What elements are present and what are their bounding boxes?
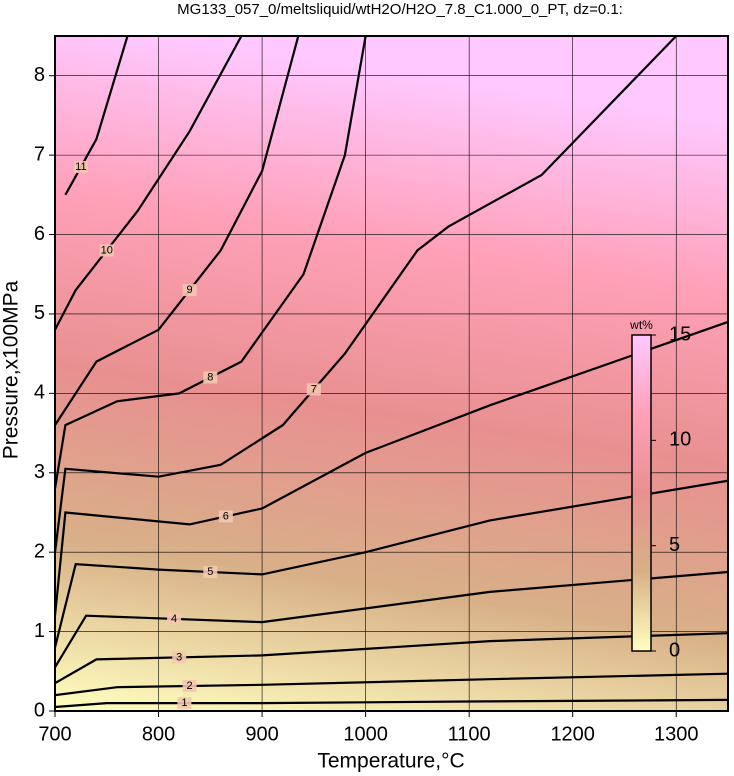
contour-line — [55, 632, 728, 685]
contour-label-bg — [172, 651, 187, 664]
contour-label: 10 — [101, 244, 113, 256]
colorbar — [631, 334, 652, 652]
contour-label: 5 — [207, 566, 213, 578]
y-tick-label: 4 — [34, 382, 45, 404]
colorbar-label: wt% — [629, 318, 653, 332]
y-tick-label: 1 — [34, 620, 45, 642]
contour-label-bg — [167, 612, 182, 625]
contour-label-bg — [203, 371, 218, 384]
contour-label-bg — [99, 244, 114, 257]
x-tick-label: 800 — [142, 723, 175, 745]
chart-title: MG133_057_0/meltsliquid/wtH2O/H2O_7.8_C1… — [177, 1, 623, 18]
plot-frame — [54, 35, 729, 712]
y-tick-label: 5 — [34, 302, 45, 324]
y-tick-label: 7 — [34, 143, 45, 165]
colorbar-tick-label: 5 — [669, 534, 680, 556]
colorbar-tick-label: 10 — [669, 429, 691, 451]
contour-line — [55, 698, 728, 709]
contour-label: 11 — [75, 161, 86, 173]
y-tick-label: 8 — [34, 64, 45, 86]
contour-label: 6 — [223, 510, 229, 522]
contour-label: 2 — [187, 680, 193, 692]
y-tick-label: 3 — [34, 461, 45, 483]
contour-label-bg — [182, 284, 197, 297]
y-tick-label: 6 — [34, 223, 45, 245]
contour-label-bg — [306, 383, 321, 396]
x-tick-label: 700 — [38, 723, 71, 745]
contours: 12 3 4 5 6 7 8 9 10 11 — [55, 36, 728, 710]
contour-label: 7 — [311, 383, 317, 395]
y-axis-label: Pressure,x100MPa — [0, 280, 23, 459]
contour-label-bg — [203, 566, 218, 579]
contour-label: 8 — [207, 371, 213, 383]
contour-line — [55, 36, 243, 331]
contour-label-bg — [177, 697, 192, 710]
contour-label: 1 — [181, 697, 187, 709]
contour-line — [55, 479, 728, 648]
colorbar-tick-label: 0 — [669, 639, 680, 661]
contour-label-bg — [218, 510, 233, 523]
y-tick-label: 0 — [34, 699, 45, 721]
x-axis-label: Temperature,°C — [317, 750, 464, 773]
contour-line — [64, 36, 129, 196]
x-tick-label: 1000 — [343, 723, 388, 745]
contour-label-bg — [182, 679, 197, 692]
contour-label: 4 — [171, 613, 177, 625]
plot-background — [55, 36, 728, 711]
contour-line — [55, 320, 728, 616]
contour-line — [55, 570, 728, 668]
x-tick-label: 1200 — [550, 723, 595, 745]
x-tick-label: 1100 — [448, 723, 491, 745]
x-tick-label: 1300 — [654, 723, 699, 745]
contour-line — [55, 672, 728, 697]
contour-label: 9 — [187, 284, 193, 296]
y-tick-label: 2 — [34, 540, 45, 562]
contour-label-bg — [73, 161, 88, 174]
x-tick-label: 900 — [245, 723, 278, 745]
contour-label: 3 — [176, 651, 182, 663]
colorbar-tick-label: 15 — [669, 323, 691, 345]
